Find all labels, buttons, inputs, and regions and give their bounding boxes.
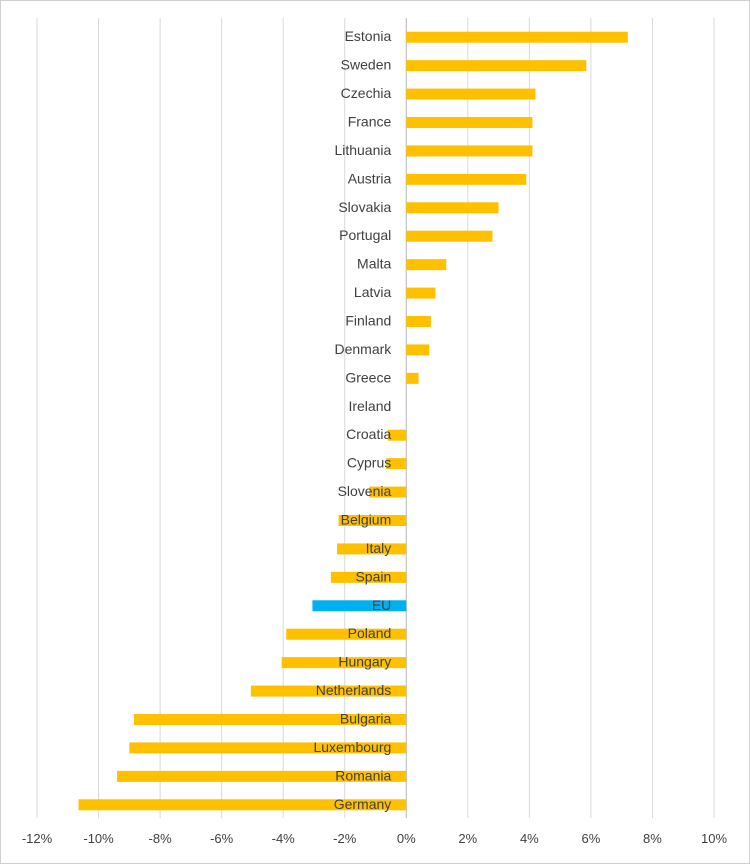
bar-bulgaria bbox=[133, 714, 407, 725]
bar-cyprus bbox=[386, 458, 407, 470]
category-label: Hungary bbox=[338, 654, 391, 670]
bar-hungary bbox=[281, 657, 407, 669]
bar-poland bbox=[286, 628, 407, 640]
bar-sweden bbox=[406, 60, 587, 72]
category-label: Malta bbox=[357, 256, 391, 272]
category-label: Ireland bbox=[348, 398, 391, 414]
x-tick-label: -4% bbox=[272, 831, 296, 846]
category-label: Luxembourg bbox=[313, 739, 391, 755]
bar-latvia bbox=[406, 287, 436, 299]
x-tick-label: 10% bbox=[701, 831, 727, 846]
category-label: Bulgaria bbox=[340, 711, 392, 727]
bar-germany bbox=[78, 799, 407, 811]
category-label: Spain bbox=[355, 568, 391, 584]
x-tick-label: -8% bbox=[149, 831, 173, 846]
bar-spain bbox=[330, 571, 407, 583]
category-label: Estonia bbox=[345, 28, 392, 44]
x-tick-label: 4% bbox=[520, 831, 539, 846]
category-label: Sweden bbox=[341, 57, 392, 73]
bar-croatia bbox=[387, 429, 407, 441]
category-label: Latvia bbox=[354, 284, 392, 300]
bar-czechia bbox=[406, 88, 536, 100]
x-tick-label: -6% bbox=[210, 831, 234, 846]
bar-eu bbox=[312, 600, 407, 612]
category-label: Czechia bbox=[341, 85, 392, 101]
x-tick-label: 8% bbox=[643, 831, 662, 846]
x-tick-label: 2% bbox=[458, 831, 477, 846]
bar-lithuania bbox=[406, 145, 533, 157]
x-tick-label: -10% bbox=[83, 831, 114, 846]
bar-austria bbox=[406, 173, 527, 185]
bar-luxembourg bbox=[129, 742, 407, 754]
category-label: Slovenia bbox=[338, 483, 392, 499]
bar-france bbox=[406, 117, 533, 128]
bar-romania bbox=[117, 770, 407, 782]
x-tick-label: -12% bbox=[22, 831, 53, 846]
category-label: Croatia bbox=[346, 426, 391, 442]
category-label: France bbox=[348, 114, 392, 130]
bar-portugal bbox=[406, 230, 493, 242]
bar-slovenia bbox=[369, 486, 407, 498]
bars bbox=[78, 31, 628, 811]
category-label: Greece bbox=[345, 369, 391, 385]
category-label: Cyprus bbox=[347, 455, 391, 471]
bar-malta bbox=[406, 259, 447, 271]
bar-slovakia bbox=[406, 202, 499, 214]
bar-finland bbox=[406, 316, 431, 327]
category-label: Portugal bbox=[339, 227, 391, 243]
category-label: Romania bbox=[335, 767, 391, 783]
bar-belgium bbox=[338, 515, 407, 526]
category-label: Germany bbox=[334, 796, 392, 812]
category-label: Lithuania bbox=[334, 142, 391, 158]
category-label: Belgium bbox=[341, 512, 392, 528]
category-label: Denmark bbox=[334, 341, 392, 357]
bar-netherlands bbox=[250, 685, 407, 697]
bar-italy bbox=[337, 543, 407, 555]
bar-greece bbox=[406, 372, 419, 384]
bar-denmark bbox=[406, 344, 430, 356]
category-label: Netherlands bbox=[316, 682, 392, 698]
category-label: EU bbox=[372, 597, 391, 613]
x-tick-label: -2% bbox=[333, 831, 357, 846]
x-tick-labels: -12% -10% -8% -6% -4% -2% 0% 2% 4% 6% 8% 10% bbox=[22, 831, 728, 846]
category-label: Italy bbox=[366, 540, 392, 556]
category-label: Austria bbox=[348, 170, 392, 186]
x-tick-label: 0% bbox=[397, 831, 416, 846]
category-labels: Estonia Sweden Czechia France Lithuania Austr… bbox=[313, 28, 392, 812]
bar-estonia bbox=[406, 31, 628, 43]
category-label: Slovakia bbox=[338, 199, 391, 215]
category-label: Poland bbox=[348, 625, 392, 641]
x-tick-label: 6% bbox=[582, 831, 601, 846]
category-label: Finland bbox=[345, 313, 391, 329]
